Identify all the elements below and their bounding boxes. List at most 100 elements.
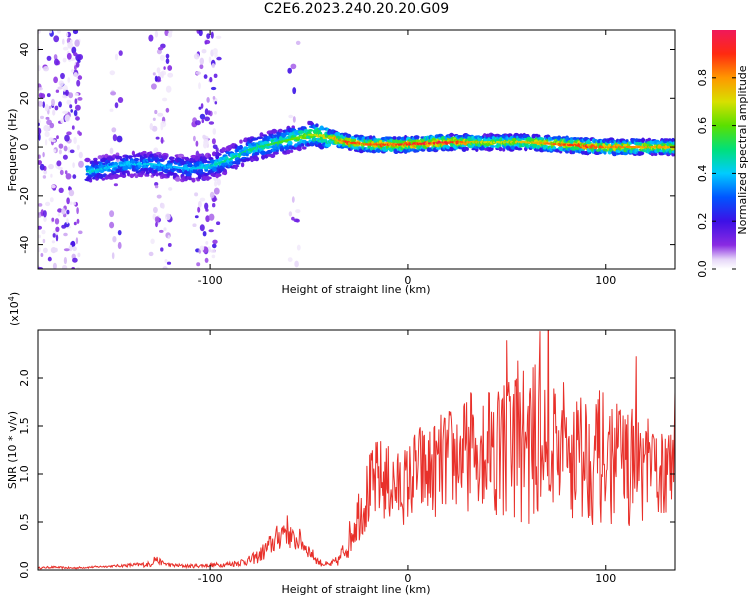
spectrogram-cell [61, 224, 67, 229]
spectrogram-cell [269, 153, 276, 158]
spectrogram-cell [216, 221, 221, 225]
spectrogram-cell [109, 210, 115, 218]
spectrogram-cell [308, 129, 313, 132]
spectrogram-cell [208, 229, 214, 233]
x-tick-label: -100 [198, 572, 223, 585]
spectrogram-cell [70, 109, 73, 113]
spectrogram-cell [51, 240, 56, 244]
spectrogram-cell [252, 137, 259, 141]
spectrogram-cell [155, 172, 159, 177]
spectrogram-cell [50, 173, 53, 178]
spectrogram-cell [69, 149, 75, 154]
spectrogram-cell [208, 213, 215, 221]
y-tick-label: 0.5 [18, 513, 31, 531]
spectrogram-cell [295, 209, 301, 214]
spectrogram-cell [109, 147, 114, 155]
spectrogram-cell [112, 134, 117, 142]
spectrogram-cell [204, 202, 209, 210]
spectrogram-cell [638, 151, 645, 156]
spectrogram-cell [394, 149, 399, 154]
spectrogram-panel: -100 0 100 40 20 0 -20 -40 Height of straight l… [6, 29, 676, 296]
spectrogram-cell [140, 170, 146, 174]
x-tick-label: -100 [198, 274, 223, 287]
spectrogram-cell [290, 63, 297, 70]
spectrogram-cell [286, 149, 291, 155]
spectrogram-cell [112, 171, 117, 175]
spectrogram-cell [48, 163, 54, 170]
spectrogram-cell [223, 169, 227, 173]
spectrogram-cell [271, 128, 278, 134]
spectrogram-cell [57, 213, 61, 217]
spectrogram-cell [202, 231, 207, 237]
spectrogram-cell [78, 230, 83, 235]
spectrogram-cell [292, 116, 296, 123]
spectrogram-cell [58, 80, 64, 87]
spectrogram-cell [293, 218, 299, 223]
spectrogram-cell [216, 178, 221, 186]
spectrogram-cell [149, 123, 153, 130]
colorbar-ticks: 0.0 0.2 0.4 0.6 0.8 [696, 69, 736, 278]
spectrogram-cell [74, 39, 80, 47]
spectrogram-cell [47, 256, 52, 262]
spectrogram-cell [73, 52, 78, 57]
spectrogram-cell [53, 149, 57, 153]
spectrogram-cell [117, 241, 122, 250]
spectrogram-cell [68, 186, 71, 190]
spectrogram-cell [240, 162, 245, 168]
spectrogram-cell [210, 249, 216, 253]
spectrogram-cell [154, 109, 158, 115]
spectrogram-cell [279, 148, 285, 152]
spectrogram-cell [376, 148, 381, 153]
spectrogram-marks [38, 30, 675, 269]
spectrogram-cell [75, 104, 81, 111]
spectrogram-cell [206, 176, 212, 180]
spectrogram-cell [116, 135, 123, 143]
spectrogram-cell [152, 117, 156, 122]
spectrogram-cell [197, 206, 201, 213]
spectrogram-cell [54, 58, 59, 66]
spectrogram-cell [44, 131, 50, 138]
spectrogram-cell [208, 56, 212, 64]
spectrogram-cell [40, 115, 44, 120]
spectrogram-cell [68, 189, 75, 197]
spectrogram-cell [569, 139, 574, 144]
spectrogram-cell [392, 136, 397, 140]
spectrogram-cell [159, 54, 165, 61]
spectrogram-cell [275, 149, 279, 153]
spectrogram-cell [208, 157, 214, 161]
spectrogram-cell [201, 159, 208, 164]
spectrogram-cell [38, 87, 43, 91]
spectrogram-cell [151, 125, 158, 132]
spectrogram-cell [74, 98, 78, 105]
spectrogram-cell [280, 132, 287, 138]
spectrogram-cell [198, 200, 202, 208]
spectrogram-cell [113, 183, 118, 187]
spectrogram-cell [38, 127, 42, 135]
spectrogram-cell [62, 46, 69, 51]
spectrogram-cell [67, 41, 74, 49]
spectrogram-cell [368, 135, 373, 140]
spectrogram-cell [74, 65, 77, 71]
spectrogram-cell [294, 260, 299, 268]
spectrogram-cell [66, 52, 72, 60]
spectrogram-cell [58, 101, 62, 108]
spectrogram-cell [77, 54, 83, 61]
spectrogram-cell [212, 128, 217, 135]
spectrogram-cell [147, 156, 151, 162]
spectrogram-cell [198, 82, 201, 90]
spectrogram-cell [261, 155, 265, 160]
spectrogram-cell [157, 112, 164, 117]
spectrogram-cell [516, 147, 523, 151]
spectrogram-cell [55, 226, 60, 232]
spectrogram-cell [612, 151, 617, 157]
spectrogram-cell [72, 162, 75, 169]
spectrogram-cell [214, 52, 218, 59]
spectrogram-cell [211, 63, 216, 69]
spectrogram-cell [77, 75, 83, 80]
spectrogram-cell [62, 57, 67, 63]
spectrogram-cell [145, 171, 150, 175]
spectrogram-cell [49, 122, 55, 129]
spectrogram-cell [63, 232, 68, 237]
spectrogram-cell [174, 176, 181, 182]
spectrogram-cell [75, 61, 80, 68]
